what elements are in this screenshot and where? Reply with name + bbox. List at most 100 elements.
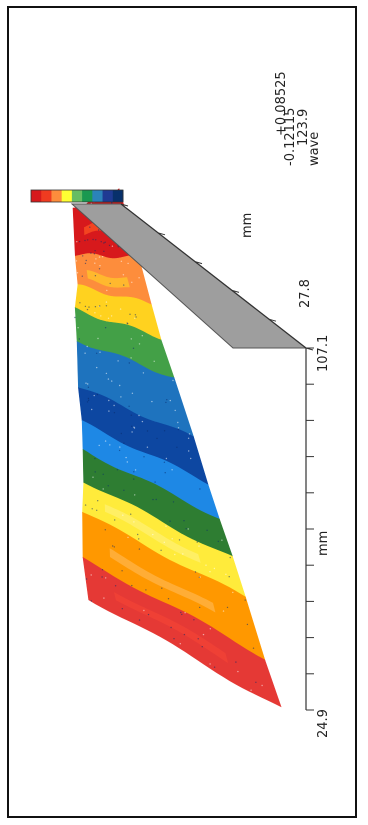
surface-speckle [178,539,181,541]
surface-speckle [100,315,102,317]
surface-speckle [117,360,119,362]
surface-speckle [104,241,106,243]
surface-speckle [126,461,128,463]
surface-speckle [92,238,94,241]
surface-speckle [91,508,93,510]
surface-speckle [77,327,79,329]
surface-speckle [82,255,84,257]
surface-speckle [134,469,137,471]
surface-speckle [116,469,119,471]
surface-speckle [87,383,89,385]
surface-speckle [97,229,100,231]
surface-speckle [127,323,129,325]
surface-speckle [130,338,132,340]
surface-speckle [130,414,132,416]
surface-speckle [109,444,111,446]
surface-speckle [104,327,107,329]
surface-speckle [94,250,96,252]
long-axis-unit-label: mm [316,531,331,556]
surface-speckle [86,345,88,348]
surface-speckle [99,265,101,267]
surface-speckle [75,260,78,262]
surface-speckle [160,549,162,551]
surface-speckle [164,472,166,474]
surface-speckle [229,556,231,559]
surface-speckle [105,372,108,375]
surface-speckle [86,308,89,311]
surface-speckle [188,433,191,435]
surface-speckle [163,461,166,463]
surface-speckle [138,619,141,621]
depth-axis-tick [231,289,240,293]
surface-highlight [109,548,216,613]
surface-speckle [107,378,110,380]
colorbar-swatch [102,190,114,202]
surface-speckle [217,540,219,543]
surface-speckle [98,268,101,270]
surface-speckle [131,584,133,587]
surface-speckle [221,539,223,541]
surface-speckle [205,564,207,566]
surface-speckle [138,277,140,279]
surface-speckle [138,538,140,540]
surface-speckle [96,352,98,354]
surface-speckle [163,430,166,432]
surface-speckle [121,608,124,610]
surface-speckle [172,501,175,503]
surface-speckle [196,541,198,543]
depth-axis-tick [305,347,314,351]
surface-speckle [84,504,87,506]
surface-speckle [108,399,110,402]
surface-speckle [97,500,99,502]
surface-speckle [213,666,216,668]
surface-speckle [104,440,107,442]
surface-speckle [94,306,97,308]
surface-speckle [167,598,170,600]
surface-speckle [201,646,203,648]
z-extra-label: 123.9 [296,109,311,146]
surface-speckle [147,613,150,616]
surface-speckle [119,384,121,387]
surface-speckle [85,382,87,384]
surface-speckle [172,379,174,382]
surface-speckle [120,260,123,262]
surface-speckle [152,498,154,501]
surface-speckle [146,430,149,432]
surface-speckle [95,258,97,260]
surface-speckle [177,427,180,429]
surface-speckle [113,546,116,548]
chart-frame: 107.1 24.9 mm 27.8 mm +0.08525 wave -0.12115… [7,6,357,818]
surface-speckle [176,446,178,448]
z-unit-label: wave [307,132,322,166]
surface-speckle [188,450,190,452]
surface-speckle [171,538,173,540]
surface-speckle [246,623,249,626]
surface-speckle [104,529,107,531]
long-axis-end-label: 107.1 [316,335,331,372]
surface-speckle [174,409,176,412]
colorbar-outline [30,189,124,203]
surface-speckle [235,661,237,663]
surface-speckle [165,457,168,460]
colorbar-swatch [61,190,73,202]
colorbar-swatch [71,190,83,202]
surface-speckle [132,347,135,349]
surface-speckle [194,571,197,573]
surface-speckle [153,360,155,362]
surface-speckle [222,610,225,612]
surface-speckle [91,408,93,411]
surface-speckle [94,471,96,473]
surface-speckle [122,274,125,276]
surface-speckle [107,317,110,319]
surface-speckle [87,239,89,241]
colorbar-swatch [41,190,52,202]
surface-speckle [209,571,211,573]
surface-speckle [103,597,105,599]
surface-speckle [108,244,111,247]
surface-speckle [93,253,96,255]
depth-axis-tick [268,318,277,322]
surface-speckle [87,399,90,401]
surface-speckle [138,343,141,345]
surface-speckle [97,337,99,340]
surface-speckle [261,684,263,687]
